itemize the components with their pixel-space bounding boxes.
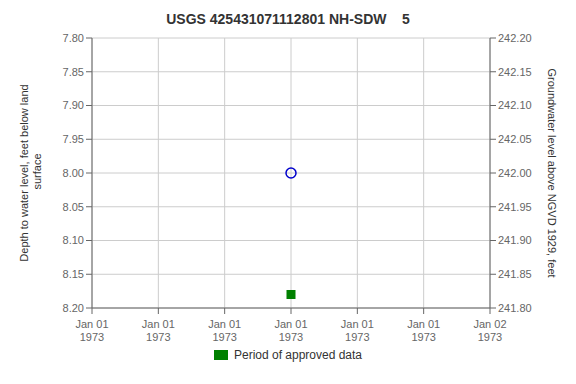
html-text:USGS 425431071112801 NH-SDW 5: USGS 425431071112801 NH-SDW 5 [166, 11, 410, 27]
svg-text:Jan 011973: Jan 011973 [208, 318, 241, 343]
svg-text:7.95: 7.95 [63, 133, 84, 145]
svg-text:Jan 011973: Jan 011973 [75, 318, 108, 343]
svg-text:8.15: 8.15 [63, 268, 84, 280]
svg-text:7.80: 7.80 [63, 32, 84, 44]
svg-text:241.80: 241.80 [498, 302, 532, 314]
svg-text:7.90: 7.90 [63, 99, 84, 111]
svg-text:241.95: 241.95 [498, 201, 532, 213]
svg-text:241.85: 241.85 [498, 268, 532, 280]
svg-text:8.20: 8.20 [63, 302, 84, 314]
svg-text:Jan 011973: Jan 011973 [341, 318, 374, 343]
svg-text:242.20: 242.20 [498, 32, 532, 44]
svg-text:242.10: 242.10 [498, 99, 532, 111]
svg-text:8.10: 8.10 [63, 234, 84, 246]
svg-text:8.00: 8.00 [63, 167, 84, 179]
svg-text:241.90: 241.90 [498, 234, 532, 246]
svg-text:Jan 021973: Jan 021973 [473, 318, 506, 343]
svg-text:Groundwater level above NGVD 1: Groundwater level above NGVD 1929, feet [546, 68, 558, 277]
svg-text:Jan 011973: Jan 011973 [274, 318, 307, 343]
svg-text:Jan 011973: Jan 011973 [142, 318, 175, 343]
svg-text:Depth to water level, feet bel: Depth to water level, feet below land su… [18, 84, 43, 261]
svg-text:7.85: 7.85 [63, 66, 84, 78]
svg-text:242.05: 242.05 [498, 133, 532, 145]
svg-text:Jan 011973: Jan 011973 [407, 318, 440, 343]
svg-text:242.15: 242.15 [498, 66, 532, 78]
svg-text:8.05: 8.05 [63, 201, 84, 213]
svg-text:242.00: 242.00 [498, 167, 532, 179]
html-text:Period of approved data: Period of approved data [234, 348, 362, 362]
